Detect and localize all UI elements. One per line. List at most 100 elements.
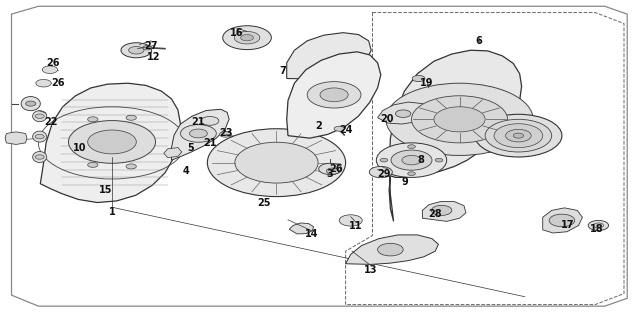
Polygon shape bbox=[287, 33, 371, 79]
Circle shape bbox=[223, 26, 271, 50]
Circle shape bbox=[391, 150, 432, 170]
Circle shape bbox=[35, 155, 44, 159]
Text: 9: 9 bbox=[402, 177, 408, 187]
Text: 21: 21 bbox=[191, 117, 205, 127]
Circle shape bbox=[207, 129, 346, 197]
Polygon shape bbox=[422, 202, 466, 221]
Circle shape bbox=[412, 96, 508, 143]
Polygon shape bbox=[543, 208, 582, 233]
Text: 25: 25 bbox=[257, 198, 271, 208]
Circle shape bbox=[307, 82, 361, 108]
Circle shape bbox=[36, 79, 51, 87]
Circle shape bbox=[376, 143, 447, 177]
Text: 24: 24 bbox=[339, 125, 353, 135]
Text: 2: 2 bbox=[316, 121, 322, 131]
Circle shape bbox=[326, 168, 339, 174]
Polygon shape bbox=[164, 148, 182, 158]
Polygon shape bbox=[378, 102, 430, 124]
Circle shape bbox=[235, 142, 318, 183]
Text: 10: 10 bbox=[72, 143, 86, 153]
Circle shape bbox=[121, 43, 152, 58]
Circle shape bbox=[26, 101, 36, 106]
Polygon shape bbox=[289, 223, 314, 234]
Circle shape bbox=[402, 155, 421, 165]
Circle shape bbox=[319, 163, 342, 175]
Circle shape bbox=[201, 116, 219, 125]
Text: 6: 6 bbox=[476, 36, 482, 46]
Circle shape bbox=[88, 162, 98, 167]
Circle shape bbox=[593, 223, 604, 228]
Text: 1: 1 bbox=[109, 207, 115, 217]
Text: 13: 13 bbox=[364, 265, 378, 275]
Circle shape bbox=[494, 124, 543, 148]
Text: 7: 7 bbox=[280, 66, 286, 76]
Circle shape bbox=[339, 215, 362, 226]
Text: 17: 17 bbox=[561, 219, 575, 230]
Circle shape bbox=[369, 166, 392, 178]
Circle shape bbox=[378, 243, 403, 256]
Text: 14: 14 bbox=[305, 229, 319, 239]
Circle shape bbox=[506, 129, 531, 142]
Text: 8: 8 bbox=[418, 155, 424, 165]
Polygon shape bbox=[172, 109, 229, 160]
Circle shape bbox=[35, 114, 44, 118]
Circle shape bbox=[241, 35, 253, 41]
Text: 5: 5 bbox=[188, 143, 194, 153]
Circle shape bbox=[129, 46, 144, 54]
Text: 16: 16 bbox=[230, 28, 244, 38]
Text: 19: 19 bbox=[420, 78, 434, 88]
Text: 3: 3 bbox=[327, 169, 333, 179]
Circle shape bbox=[412, 75, 425, 82]
Ellipse shape bbox=[21, 96, 40, 111]
Circle shape bbox=[434, 107, 485, 132]
Circle shape bbox=[396, 110, 411, 117]
Circle shape bbox=[485, 119, 552, 152]
Circle shape bbox=[88, 117, 98, 122]
Circle shape bbox=[386, 83, 533, 155]
Circle shape bbox=[475, 114, 562, 157]
Text: 20: 20 bbox=[380, 114, 394, 124]
Circle shape bbox=[234, 31, 260, 44]
Ellipse shape bbox=[33, 131, 47, 142]
Circle shape bbox=[408, 172, 415, 176]
Ellipse shape bbox=[33, 111, 47, 122]
Text: 21: 21 bbox=[203, 138, 217, 148]
Circle shape bbox=[380, 158, 388, 162]
Ellipse shape bbox=[33, 151, 47, 163]
Circle shape bbox=[35, 134, 44, 139]
Polygon shape bbox=[389, 50, 522, 221]
Circle shape bbox=[435, 158, 443, 162]
Polygon shape bbox=[40, 83, 180, 203]
Text: 18: 18 bbox=[589, 224, 604, 234]
Polygon shape bbox=[346, 235, 438, 264]
Circle shape bbox=[431, 205, 452, 215]
Circle shape bbox=[126, 164, 136, 169]
Circle shape bbox=[334, 126, 344, 131]
Circle shape bbox=[408, 145, 415, 149]
Text: 12: 12 bbox=[147, 51, 161, 62]
Text: 27: 27 bbox=[144, 41, 158, 51]
Circle shape bbox=[68, 121, 156, 163]
Text: 15: 15 bbox=[99, 185, 113, 195]
Circle shape bbox=[189, 129, 207, 138]
Text: 26: 26 bbox=[329, 164, 343, 174]
Circle shape bbox=[143, 46, 152, 50]
Circle shape bbox=[180, 125, 216, 142]
Circle shape bbox=[320, 88, 348, 102]
Circle shape bbox=[549, 214, 575, 227]
Text: 22: 22 bbox=[44, 117, 58, 127]
Circle shape bbox=[42, 66, 58, 73]
Circle shape bbox=[513, 133, 524, 138]
Text: 29: 29 bbox=[377, 169, 391, 179]
Circle shape bbox=[126, 115, 136, 120]
Text: 4: 4 bbox=[182, 166, 189, 176]
Text: 23: 23 bbox=[219, 128, 233, 138]
Polygon shape bbox=[287, 52, 381, 138]
Circle shape bbox=[220, 132, 231, 137]
Text: 26: 26 bbox=[46, 58, 60, 68]
Circle shape bbox=[588, 220, 609, 230]
Polygon shape bbox=[5, 132, 27, 144]
Text: 28: 28 bbox=[428, 208, 442, 219]
Text: 26: 26 bbox=[51, 78, 65, 88]
Circle shape bbox=[88, 130, 136, 154]
